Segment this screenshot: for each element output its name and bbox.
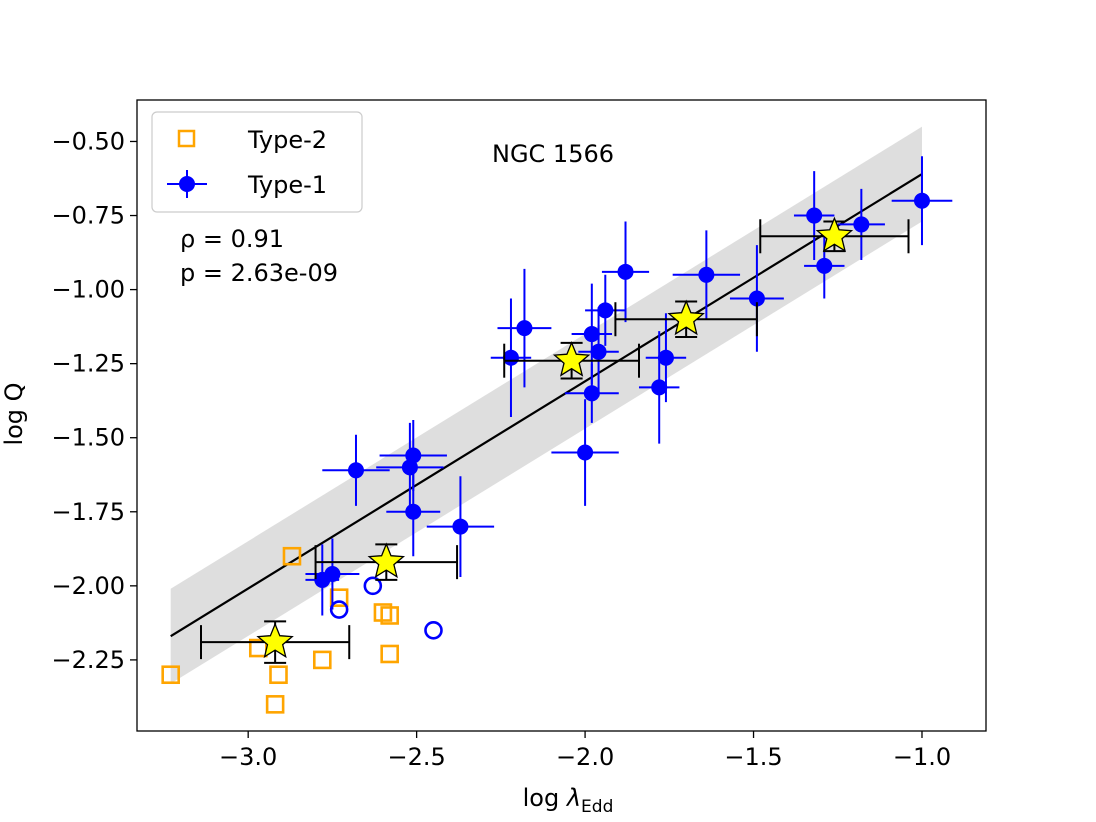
type1-point [324, 565, 341, 582]
type1-point [516, 320, 533, 337]
galaxy-annotation: NGC 1566 [492, 140, 614, 168]
type1-point-group [793, 171, 835, 260]
rho-statistic: ρ = 0.91 [180, 225, 284, 253]
type1-point-group [804, 233, 845, 299]
type2-point [329, 588, 349, 607]
binned-point-group [759, 216, 910, 254]
type1-point [698, 266, 715, 283]
x-tick-label: −1.5 [724, 743, 782, 771]
type1-point [347, 462, 364, 479]
y-tick-label: −1.50 [51, 424, 125, 452]
type2-point [312, 650, 332, 670]
binned-star-point [367, 542, 406, 579]
legend-frame [151, 111, 363, 213]
type2-point [161, 665, 180, 685]
type1-point-group [305, 538, 360, 610]
type1-point [577, 444, 594, 461]
type1-point [651, 379, 668, 396]
y-tick-label: −0.75 [51, 202, 125, 230]
y-tick-label: −0.50 [51, 127, 125, 155]
y-tick-label: −1.25 [51, 350, 125, 378]
type1-open-point [424, 620, 443, 640]
type1-point [816, 257, 833, 274]
legend-type2-label: Type-2 [247, 126, 327, 154]
type1-point [452, 518, 469, 535]
type1-point-group [601, 221, 650, 323]
y-tick-label: −2.00 [51, 572, 125, 600]
y-tick-label: −1.75 [51, 498, 125, 526]
type1-point [405, 503, 422, 520]
binned-star-point [256, 622, 294, 659]
legend-type1-marker [179, 176, 195, 192]
type1-series [305, 156, 953, 616]
y-tick-label: −2.25 [51, 646, 125, 674]
type1-point-group [564, 363, 619, 423]
x-tick-label: −2.5 [387, 743, 445, 771]
binned-star-point [552, 340, 591, 377]
binned-point-group [200, 620, 351, 664]
type2-point [282, 546, 302, 566]
type2-point [265, 695, 285, 714]
type1-point-group [551, 399, 619, 506]
fit-line [170, 173, 923, 638]
type1-point [583, 326, 600, 343]
type1-point [502, 349, 519, 366]
type2-point [380, 606, 399, 625]
binned-star-point [815, 216, 854, 253]
type1-open-point [329, 600, 349, 619]
type1-point-group [426, 476, 495, 577]
type1-point [583, 385, 600, 402]
type2-point [380, 644, 399, 664]
type1-point [748, 290, 765, 307]
plot-area [161, 126, 953, 714]
binned-series [200, 216, 910, 664]
type1-point-group [585, 274, 626, 346]
y-axis-label: log Q [0, 382, 28, 445]
type1-point-group [837, 188, 885, 260]
y-tick-label: −1.00 [51, 276, 125, 304]
x-axis-label: log λEdd [523, 784, 614, 817]
type1-point [806, 207, 823, 224]
type1-point-group [578, 307, 619, 397]
type1-point-group [645, 313, 687, 403]
x-tick-label: −2.0 [556, 743, 614, 771]
type1-point-group [386, 467, 441, 557]
type1-point-group [891, 156, 953, 246]
type1-point [597, 302, 614, 319]
type1-point [853, 216, 870, 233]
type1-point-group [322, 434, 390, 506]
type2-series [161, 546, 399, 714]
legend-type1-label: Type-1 [247, 171, 327, 199]
type1-point [401, 459, 418, 476]
type2-point [269, 665, 288, 685]
type1-point [617, 263, 634, 280]
legend: Type-2 Type-1 [151, 111, 363, 213]
p-value-statistic: p = 2.63e-09 [180, 259, 338, 287]
type1-point [590, 343, 607, 360]
type1-open-series [329, 576, 443, 640]
type1-point [657, 349, 674, 366]
binned-point-group [614, 299, 758, 338]
type1-point-group [497, 268, 552, 388]
x-tick-label: −1.0 [893, 743, 951, 771]
legend-type2-marker [177, 129, 196, 148]
type1-point-group [672, 230, 741, 320]
type1-point [913, 192, 930, 209]
type1-open-point [363, 576, 383, 596]
type1-point-group [638, 331, 680, 444]
plot-frame [136, 99, 987, 732]
binned-point-group [314, 542, 459, 581]
y-axis-ticks: −0.50 −0.75 −1.00 −1.25 −1.50 −1.75 −2.00 −2.25 [51, 127, 137, 674]
binned-point-group [503, 340, 640, 380]
binned-star-point [667, 299, 705, 336]
x-tick-label: −3.0 [219, 743, 277, 771]
x-axis-ticks: −3.0 −2.5 −2.0 −1.5 −1.0 [219, 731, 951, 771]
